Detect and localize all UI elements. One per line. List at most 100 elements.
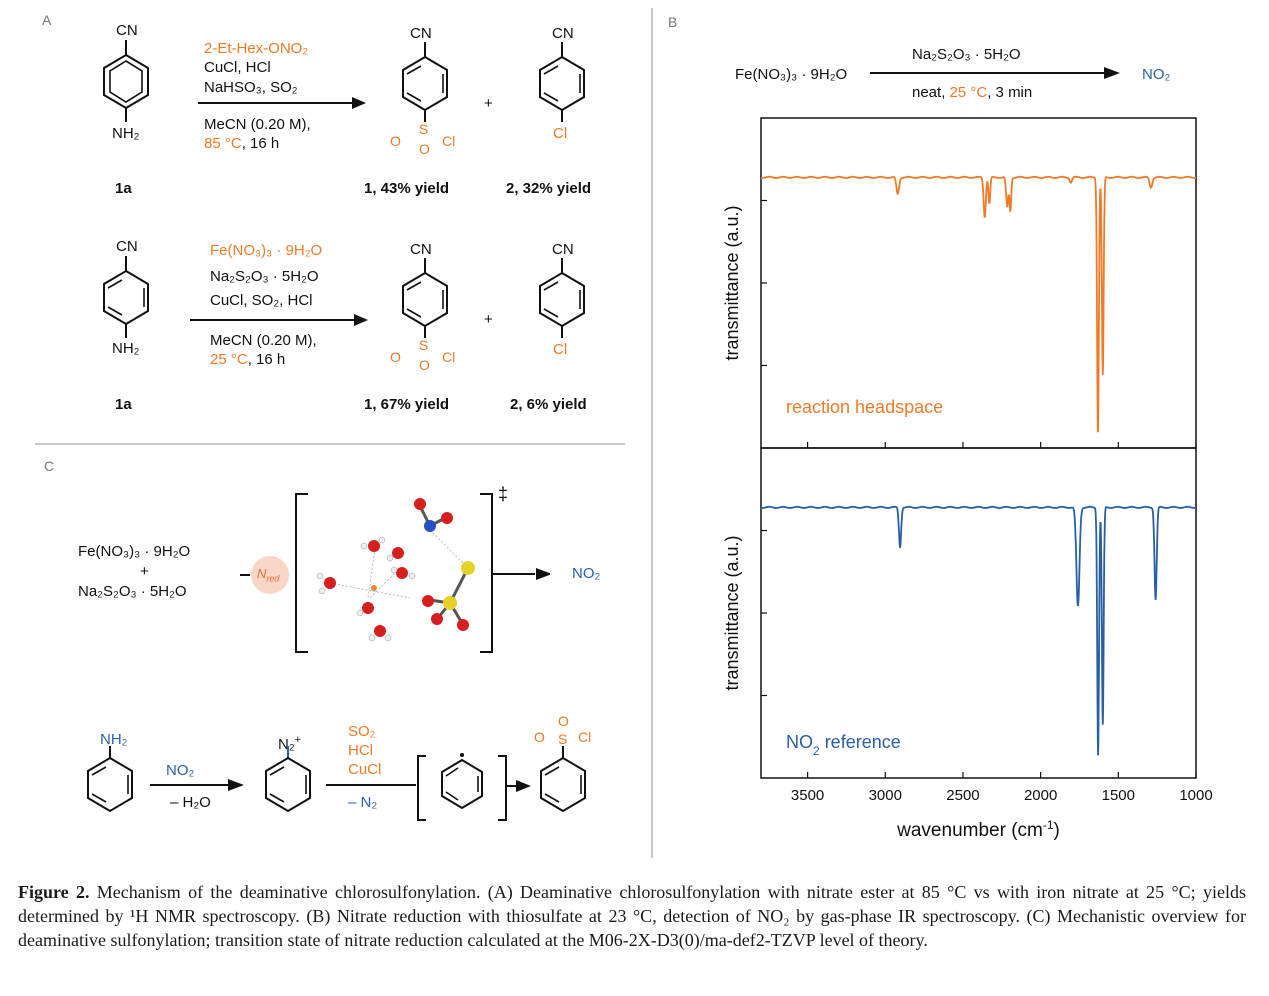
c-step2-hcl: HCl bbox=[348, 742, 373, 759]
a1-p2-label: 2, 32% yield bbox=[506, 180, 592, 197]
a1-cond-2: NaHSO₃, SO₂ bbox=[204, 79, 298, 96]
panel-separator-vertical bbox=[651, 8, 653, 858]
a2-cond-4: 25 °C, 16 h bbox=[210, 351, 285, 369]
b-conditions: neat, 25 °C, 3 min bbox=[912, 84, 1032, 102]
y-axis-label-bottom: transmittance (a.u.) bbox=[722, 535, 742, 690]
b-reactant: Fe(NO₃)₃ · 9H₂O bbox=[735, 66, 848, 83]
a1-p2-cn: CN bbox=[552, 25, 574, 42]
a2-p1-label: 1, 67% yield bbox=[364, 396, 450, 413]
figure-caption: Figure 2. Mechanism of the deaminative c… bbox=[18, 880, 1246, 952]
a2-p1-cn: CN bbox=[410, 241, 432, 258]
c-reactant2: Na₂S₂O₃ · 5H₂O bbox=[78, 583, 187, 600]
a1-reactant-nh2: NH₂ bbox=[112, 125, 140, 142]
c-aniline-nh2: NH₂ bbox=[100, 731, 128, 748]
c-step2-cucl: CuCl bbox=[348, 761, 382, 778]
a2-cond-1: Na₂S₂O₃ · 5H₂O bbox=[210, 268, 319, 285]
c-step1-arrow bbox=[150, 779, 244, 791]
c-product: NO₂ bbox=[572, 565, 601, 582]
a1-cond-3: MeCN (0.20 M), bbox=[204, 116, 311, 133]
c-sulfonyl-chloride: O O S Cl bbox=[534, 713, 591, 813]
b-reagent: Na₂S₂O₃ · 5H₂O bbox=[912, 46, 1021, 63]
c-radical-intermediate bbox=[417, 753, 531, 821]
a2-reactant-ring bbox=[103, 256, 149, 338]
a2-plus: + bbox=[484, 311, 493, 328]
a1-cond-4: 85 °C, 16 h bbox=[204, 135, 279, 153]
svg-text:O: O bbox=[419, 141, 430, 157]
svg-text:Cl: Cl bbox=[442, 349, 455, 365]
svg-text:O: O bbox=[534, 729, 545, 745]
c-diazonium-ring bbox=[265, 746, 311, 813]
x-tick-label: 1000 bbox=[1179, 787, 1212, 804]
svg-text:S: S bbox=[419, 337, 428, 353]
c-reactant1: Fe(NO₃)₃ · 9H₂O bbox=[78, 543, 191, 560]
c-nred-n: N bbox=[257, 566, 267, 581]
c-ts-symbol: ‡ bbox=[498, 484, 509, 504]
a2-cond-2: CuCl, SO₂, HCl bbox=[210, 292, 313, 309]
a2-p2-label: 2, 6% yield bbox=[510, 396, 587, 413]
a1-cond-orange: 2-Et-Hex-ONO₂ bbox=[204, 40, 309, 57]
a2-p2-cl: Cl bbox=[553, 341, 568, 358]
c-step2-arrow bbox=[326, 784, 416, 786]
x-tick-label: 2000 bbox=[1024, 787, 1057, 804]
c-aniline-ring bbox=[87, 746, 133, 813]
c-nred-label: Nred bbox=[257, 566, 279, 584]
c-nred-badge bbox=[251, 556, 289, 594]
a1-arrow bbox=[198, 97, 366, 109]
x-axis-label: wavenumber (cm-1) bbox=[896, 818, 1060, 841]
a2-p2-ring bbox=[539, 258, 585, 338]
c-plus: + bbox=[140, 563, 149, 580]
x-tick-label: 2500 bbox=[946, 787, 979, 804]
c-diazonium: N₂+ bbox=[278, 731, 301, 754]
spectrum-reaction-headspace bbox=[760, 175, 1196, 433]
c-dash bbox=[240, 574, 250, 576]
a2-cond-3: MeCN (0.20 M), bbox=[210, 332, 317, 349]
a1-reactant-cn: CN bbox=[116, 22, 138, 39]
svg-text:O: O bbox=[390, 133, 401, 149]
panel-b-letter: B bbox=[668, 14, 678, 30]
a1-temp: 85 °C bbox=[204, 135, 242, 152]
c-step1-below: – H₂O bbox=[170, 794, 211, 811]
spectrum-no2-reference bbox=[760, 505, 1196, 756]
c-diazonium-charge: + bbox=[294, 734, 302, 746]
a1-p1-cn: CN bbox=[410, 25, 432, 42]
a2-cond-orange: Fe(NO₃)₃ · 9H₂O bbox=[210, 242, 323, 259]
a1-reactant-ring bbox=[103, 40, 149, 122]
b-cond-neat: neat, bbox=[912, 84, 950, 101]
a2-arrow bbox=[190, 314, 368, 326]
caption-title: Figure 2. bbox=[18, 882, 90, 902]
a2-time: , 16 h bbox=[247, 351, 286, 368]
a1-p2-cl: Cl bbox=[553, 125, 568, 142]
a1-p1-ring: S O O Cl bbox=[390, 42, 455, 157]
svg-text:Cl: Cl bbox=[442, 133, 455, 149]
svg-text:S: S bbox=[558, 731, 567, 747]
ir-spectra-chart: 3500 3000 2500 2000 1500 1000 wavenumber (cm-1… bbox=[722, 117, 1213, 841]
panel-a-letter: A bbox=[42, 12, 52, 28]
panel-c-letter: C bbox=[44, 458, 55, 474]
a2-reactant-id: 1a bbox=[115, 396, 132, 413]
svg-text:O: O bbox=[390, 349, 401, 365]
x-tick-label: 3500 bbox=[791, 787, 824, 804]
a2-reactant-cn: CN bbox=[116, 238, 138, 255]
x-tick-label: 1500 bbox=[1102, 787, 1135, 804]
svg-text:O: O bbox=[558, 713, 569, 729]
a1-p1-label: 1, 43% yield bbox=[364, 180, 450, 197]
c-step1-above: NO₂ bbox=[166, 762, 195, 779]
b-cond-temp: 25 °C bbox=[949, 84, 988, 101]
c-diazonium-n2: N₂ bbox=[278, 736, 295, 753]
y-axis-label-top: transmittance (a.u.) bbox=[722, 205, 742, 360]
svg-text:Cl: Cl bbox=[578, 729, 591, 745]
a1-plus: + bbox=[484, 95, 493, 112]
c-step2-below: – N₂ bbox=[348, 794, 378, 811]
a2-p1-ring: S O O Cl bbox=[390, 258, 455, 373]
a1-time: , 16 h bbox=[241, 135, 280, 152]
svg-text:S: S bbox=[419, 121, 428, 137]
x-tick-label: 3000 bbox=[869, 787, 902, 804]
plot-frame-bottom bbox=[760, 447, 1197, 779]
b-arrow bbox=[870, 67, 1120, 79]
svg-text:O: O bbox=[419, 357, 430, 373]
c-step2-so2: SO₂ bbox=[348, 723, 376, 740]
caption-text: Mechanism of the deaminative chlorosulfo… bbox=[18, 882, 1246, 950]
a1-reactant-id: 1a bbox=[115, 180, 132, 197]
a2-p2-cn: CN bbox=[552, 241, 574, 258]
a2-reactant-nh2: NH₂ bbox=[112, 340, 140, 357]
